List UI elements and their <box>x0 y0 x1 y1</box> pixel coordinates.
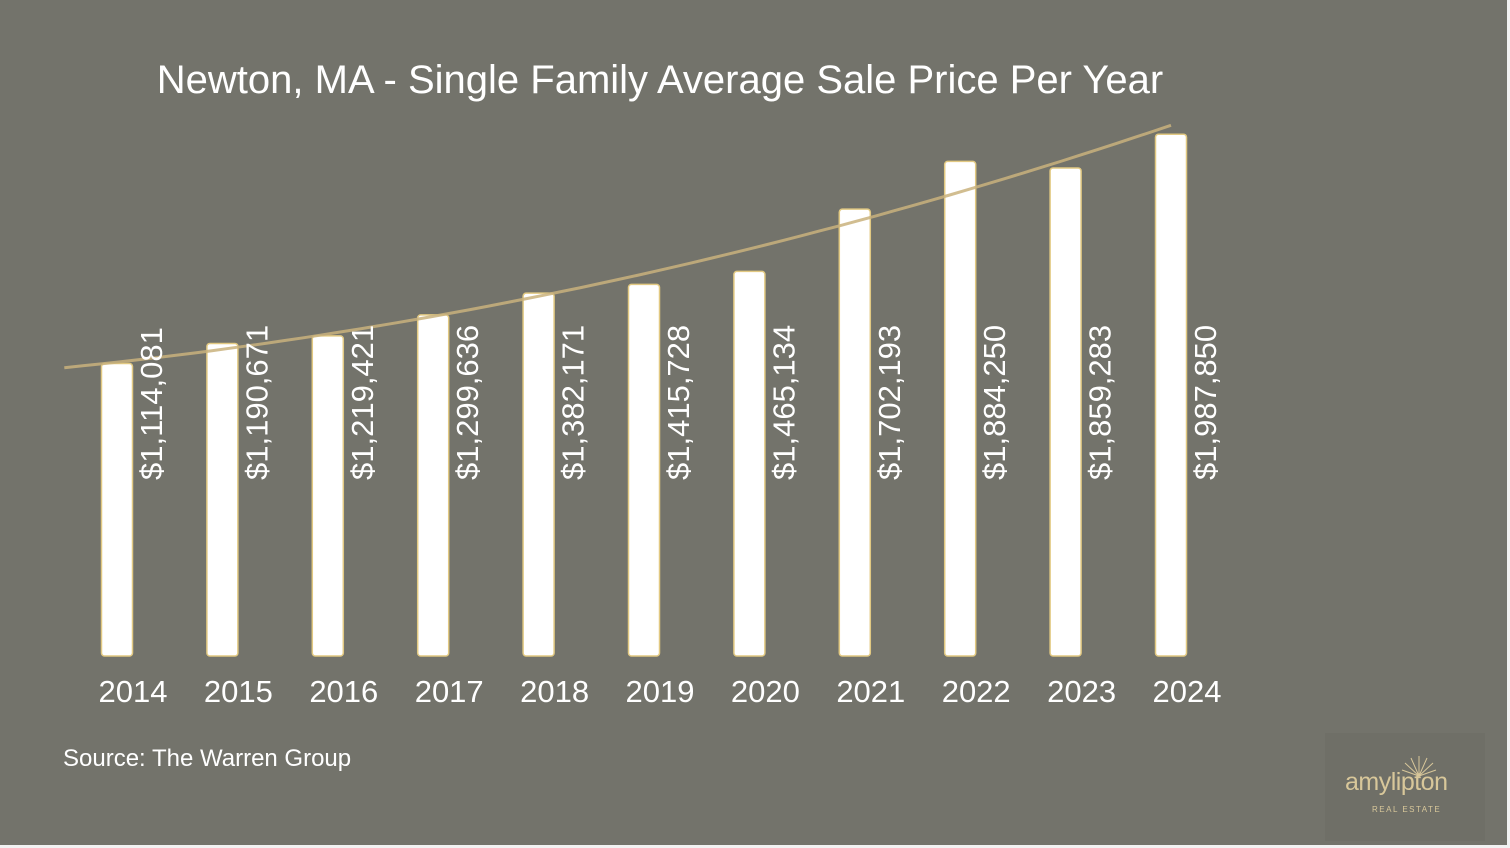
bar-2014 <box>100 362 134 657</box>
data-label-2024: $1,987,850 <box>1188 325 1223 480</box>
x-axis-ticks-group: 2014 2015 2016 2017 2018 2019 2020 2021 2022 2023… <box>99 674 1222 709</box>
sunburst-icon <box>1401 756 1437 777</box>
bar-2023 <box>1049 167 1082 657</box>
bar-2016 <box>311 335 345 657</box>
data-label-2017: $1,299,636 <box>450 325 485 480</box>
bar-2017 <box>416 314 450 657</box>
x-tick-2017: 2017 <box>415 674 484 709</box>
x-tick-2014: 2014 <box>99 674 168 709</box>
x-tick-2015: 2015 <box>204 674 273 709</box>
x-tick-2020: 2020 <box>731 674 800 709</box>
company-logo: amylipton REAL ESTATE <box>1325 733 1485 841</box>
bar-2019 <box>627 283 661 657</box>
logo-tagline: REAL ESTATE <box>1372 805 1442 814</box>
data-label-2016: $1,219,421 <box>345 325 380 480</box>
bars-group <box>100 133 1188 657</box>
x-tick-2019: 2019 <box>626 674 695 709</box>
bar-2018 <box>522 292 555 657</box>
chart-title: Newton, MA - Single Family Average Sale … <box>156 58 1164 102</box>
trendline <box>64 123 1172 370</box>
bar-2024 <box>1154 133 1188 657</box>
source-note: Source: The Warren Group <box>63 745 352 772</box>
data-labels-group: $1,114,081 $1,190,671 $1,219,421 $1,299,636… <box>134 325 1223 480</box>
x-tick-2022: 2022 <box>942 674 1011 709</box>
data-label-2014: $1,114,081 <box>134 327 169 480</box>
slide-border-right <box>1507 0 1510 848</box>
data-label-2018: $1,382,171 <box>556 325 591 480</box>
data-label-2019: $1,415,728 <box>661 325 696 480</box>
logo-wordmark: amylipton <box>1345 768 1448 796</box>
data-label-2020: $1,465,134 <box>766 325 801 480</box>
slide-border-bottom <box>0 845 1510 848</box>
data-label-2015: $1,190,671 <box>239 325 274 480</box>
bar-2021 <box>838 208 872 657</box>
bar-2015 <box>206 342 239 657</box>
x-tick-2023: 2023 <box>1047 674 1116 709</box>
x-tick-2024: 2024 <box>1153 674 1222 709</box>
data-label-2023: $1,859,283 <box>1083 325 1118 480</box>
data-label-2022: $1,884,250 <box>977 325 1012 480</box>
data-label-2021: $1,702,193 <box>872 325 907 480</box>
x-tick-2016: 2016 <box>309 674 378 709</box>
x-tick-2021: 2021 <box>836 674 905 709</box>
x-tick-2018: 2018 <box>520 674 589 709</box>
bar-2020 <box>733 270 766 657</box>
bar-2022 <box>943 160 977 657</box>
